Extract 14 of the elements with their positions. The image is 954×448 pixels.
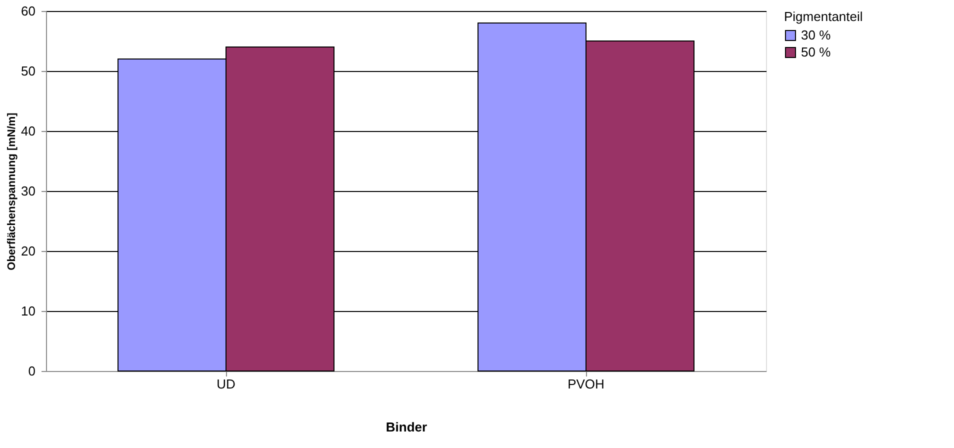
y-tick-label: 40: [21, 124, 36, 138]
x-tick-label: PVOH: [568, 376, 604, 392]
x-axis-title: Binder: [386, 420, 428, 434]
y-tick-label: 30: [21, 184, 36, 198]
y-tick-label: 20: [21, 244, 36, 258]
legend-label: 30 %: [801, 28, 832, 42]
y-tick-label: 10: [21, 304, 36, 318]
y-tick-label: 50: [21, 64, 36, 78]
legend-title: Pigmentanteil: [784, 9, 863, 24]
y-tick-label: 60: [21, 4, 36, 18]
y-axis-title: Oberflächenspannung [mN/m]: [6, 112, 18, 270]
x-tick-label: UD: [216, 376, 236, 392]
legend-label: 50 %: [801, 44, 832, 60]
y-tick-label: 0: [28, 364, 36, 378]
